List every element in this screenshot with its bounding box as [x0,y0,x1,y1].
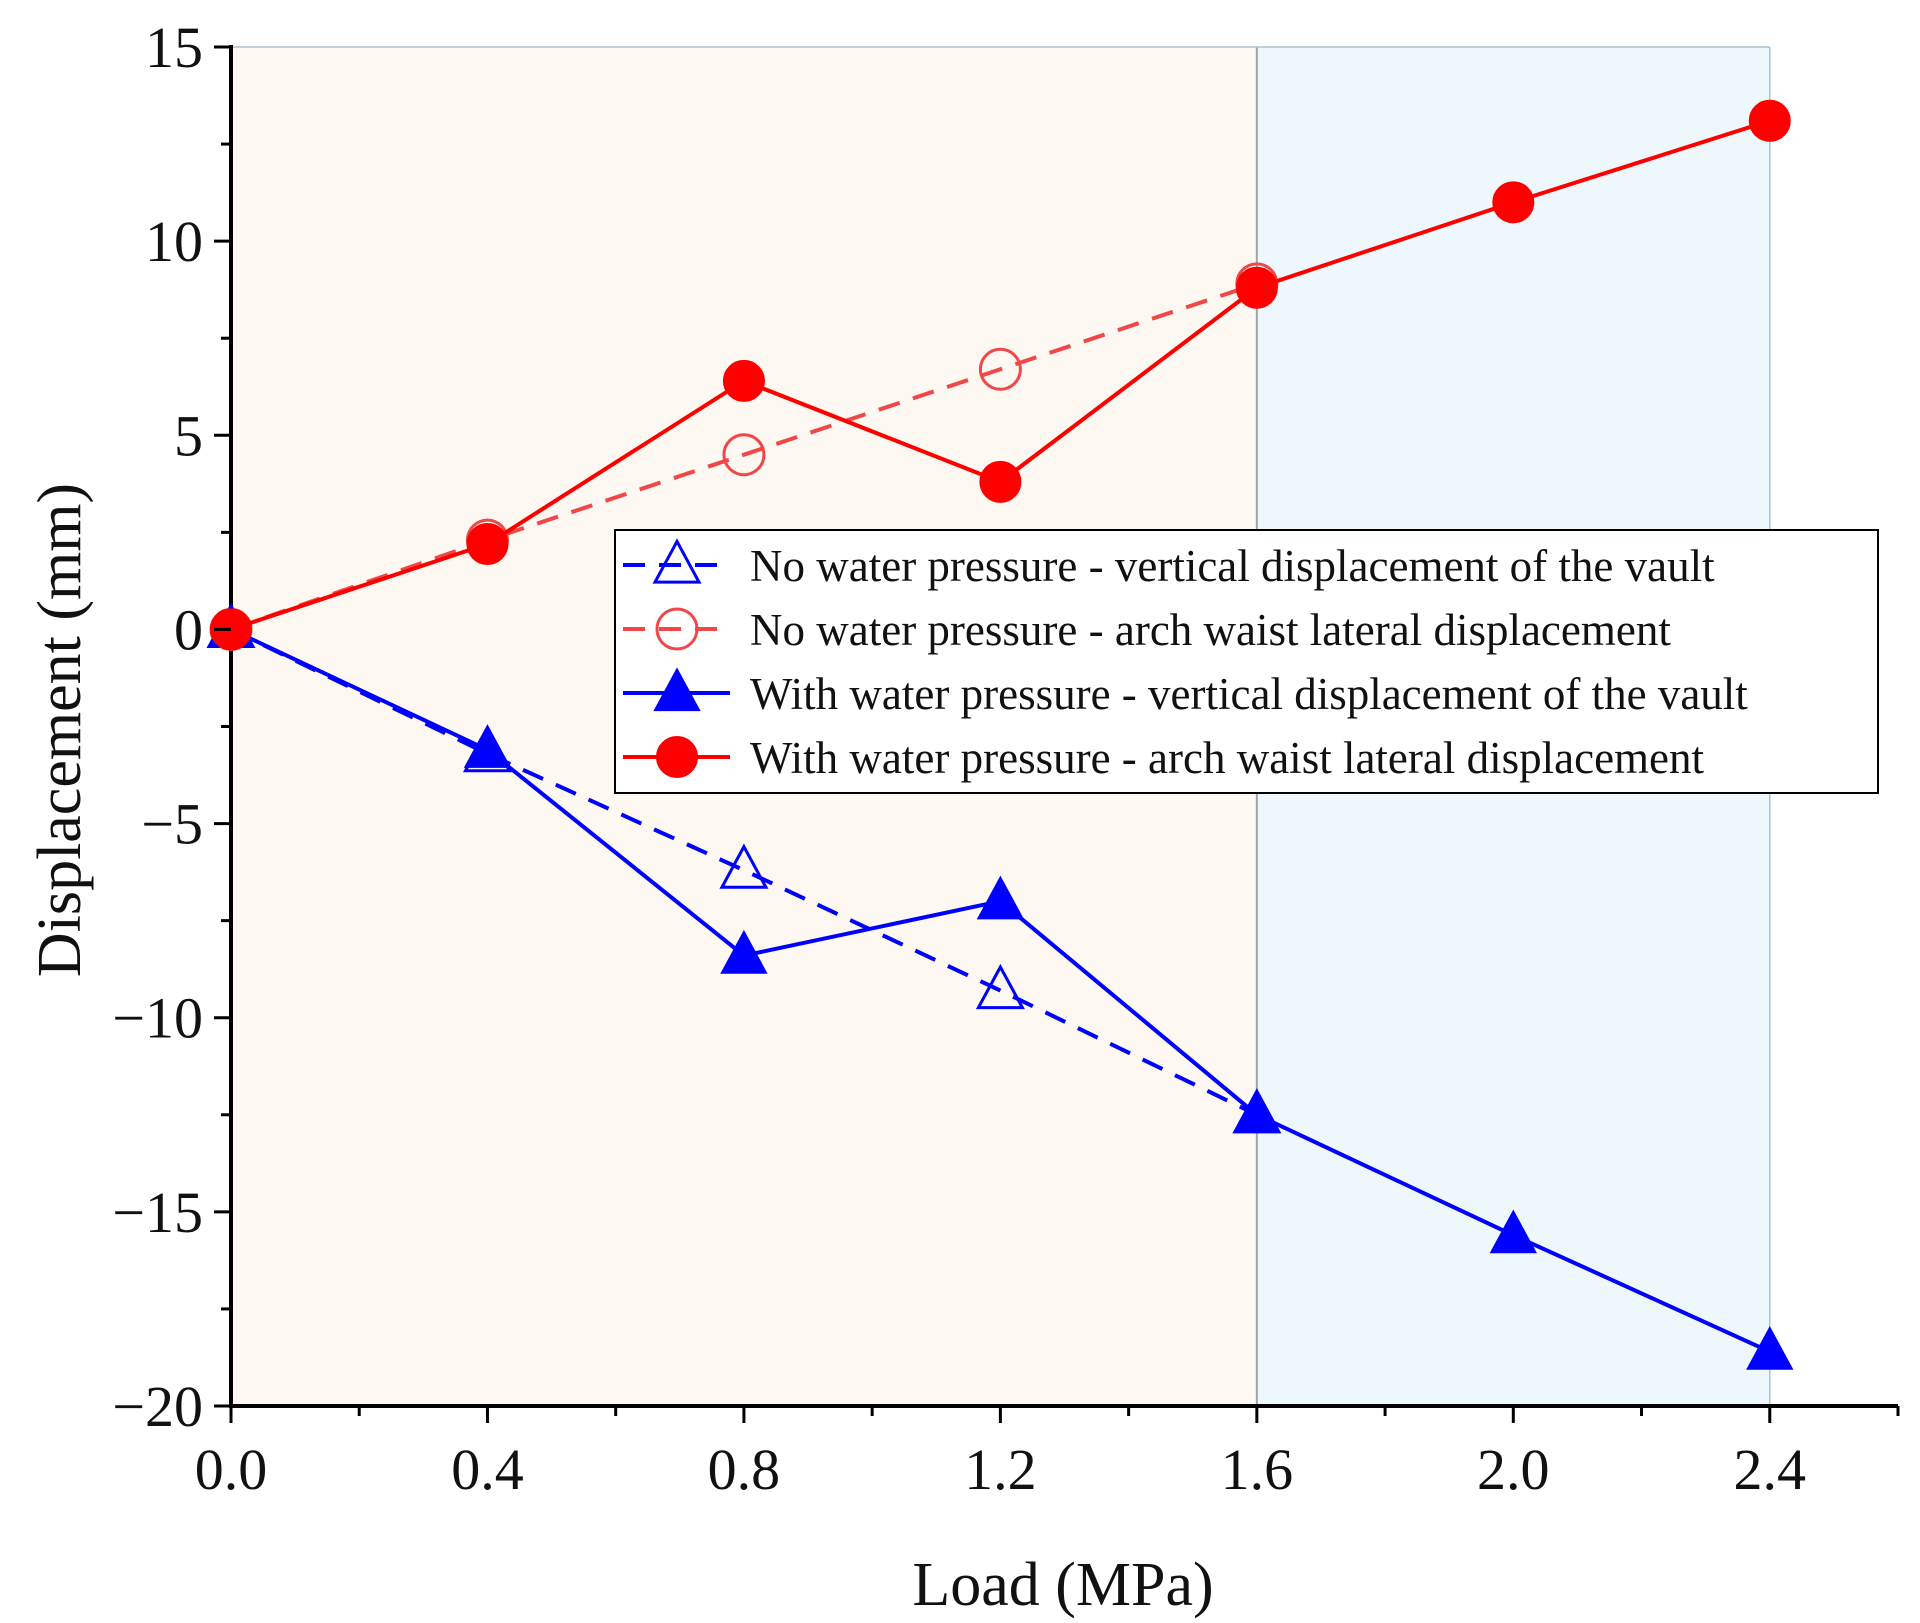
series-4-marker [1492,181,1535,224]
y-tick-label: −20 [112,1374,203,1439]
x-tick-label: 0.4 [451,1437,524,1502]
series-1-marker [719,843,769,889]
y-tick-label: −15 [112,1180,203,1245]
legend-swatch-marker [655,607,699,651]
x-tick-label: 0.0 [195,1437,268,1502]
x-tick-label: 0.8 [708,1437,781,1502]
x-tick-label: 2.4 [1734,1437,1807,1502]
x-tick-label: 1.2 [964,1437,1037,1502]
series-1-line [230,627,1258,1117]
series-3-marker [463,724,512,768]
legend-item-4: With water pressure - arch waist lateral… [623,733,1705,783]
series-3-marker [1233,1089,1281,1133]
series-3-marker [1746,1325,1794,1370]
x-tick-label: 1.6 [1221,1437,1294,1502]
series-4-marker [979,460,1022,503]
series-layer [206,99,1794,1370]
series-2-marker [722,433,766,477]
series-4-marker [722,359,765,402]
series-1-marker [975,963,1025,1010]
series-3-marker [720,929,768,974]
series-4-marker [1748,99,1791,142]
legend-swatch-marker [652,538,702,584]
legend-swatch-marker [656,736,698,778]
series-4 [210,99,1791,651]
legend-item-3: With water pressure - vertical displacem… [623,667,1748,719]
series-2-line [230,281,1258,632]
legend-label: With water pressure - arch waist lateral… [750,733,1705,783]
y-axis-title: Displacement (mm) [26,483,94,977]
y-tick-label: −5 [141,792,203,857]
series-3-marker [1489,1209,1537,1254]
legend-box [614,529,1879,794]
x-tick-label: 2.0 [1477,1437,1550,1502]
series-4-marker [466,523,509,566]
legend: No water pressure - vertical displacemen… [614,529,1879,794]
series-3-marker [976,875,1025,920]
series-4-marker [1235,266,1278,309]
y-tick-label: 0 [174,597,203,662]
legend-item-2: No water pressure - arch waist lateral d… [623,605,1671,655]
x-axis-title: Load (MPa) [912,1551,1213,1619]
legend-label: No water pressure - arch waist lateral d… [750,605,1671,655]
legend-label: With water pressure - vertical displacem… [750,669,1748,719]
y-tick-label: 10 [145,209,203,274]
legend-label: No water pressure - vertical displacemen… [750,541,1715,591]
axis-ticks: 0.0 0.4 0.8 1.2 1.6 2.0 2.4 −20 −15 −10 −5 0 5 10 15 [112,15,1900,1502]
legend-swatch-marker [653,667,701,712]
series-2-marker [978,347,1022,391]
legend-item-1: No water pressure - vertical displacemen… [623,538,1715,591]
y-tick-label: 5 [174,403,203,468]
y-tick-label: −10 [112,986,203,1051]
y-tick-label: 15 [145,15,203,80]
